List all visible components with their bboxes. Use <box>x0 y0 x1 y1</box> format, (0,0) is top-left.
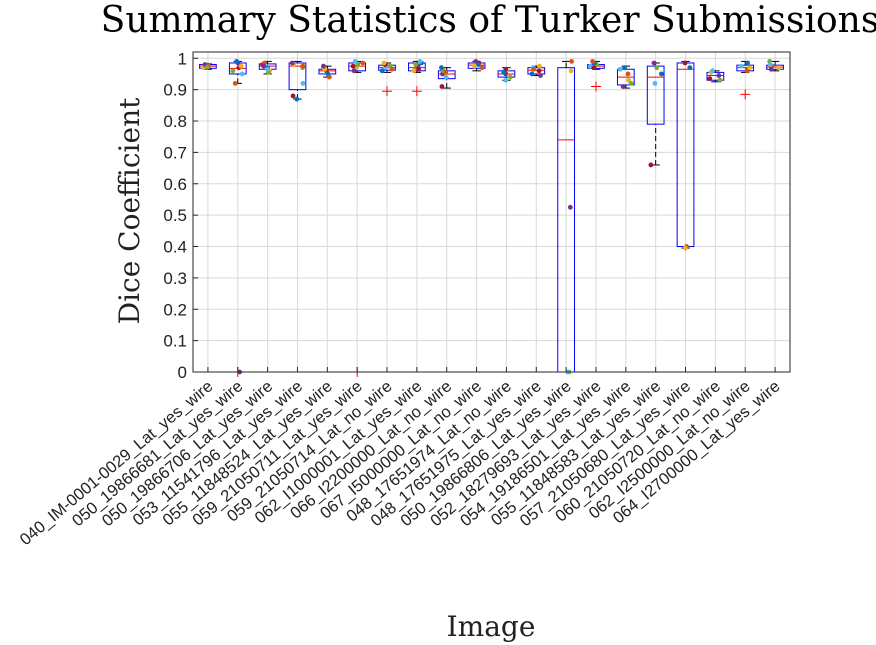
data-point <box>232 80 238 86</box>
data-point <box>352 59 358 64</box>
data-point <box>439 65 444 71</box>
data-point <box>622 65 627 71</box>
y-tick-label: 0.4 <box>163 238 187 257</box>
data-point <box>747 65 752 71</box>
data-point <box>745 60 750 66</box>
data-point <box>651 60 657 66</box>
data-point <box>379 68 385 74</box>
y-tick-label: 0.6 <box>163 175 187 194</box>
y-axis-title: Dice Coefficient <box>113 97 146 324</box>
data-point <box>503 77 509 83</box>
data-point <box>350 63 356 69</box>
data-point <box>472 63 477 69</box>
grid-lines <box>193 52 790 373</box>
y-tick-label: 0.5 <box>163 206 187 225</box>
data-point <box>265 66 270 72</box>
data-points <box>201 59 782 375</box>
data-point <box>716 73 722 78</box>
data-point <box>768 66 774 72</box>
y-tick-label: 0.9 <box>163 81 187 100</box>
data-point <box>411 68 417 74</box>
data-point <box>326 74 332 80</box>
data-point <box>687 65 693 71</box>
data-point <box>479 65 485 71</box>
boxes <box>199 60 784 377</box>
plot-area-frame <box>192 51 791 373</box>
data-point <box>417 59 423 64</box>
data-point <box>717 77 723 83</box>
y-tick-label: 0 <box>178 363 187 382</box>
data-point <box>529 71 535 77</box>
data-point <box>659 71 664 77</box>
data-point <box>360 60 366 66</box>
data-point <box>767 62 773 67</box>
y-tick-label: 0.8 <box>163 112 187 131</box>
y-tick-label: 1 <box>178 49 187 68</box>
data-point <box>531 66 536 72</box>
data-point <box>439 84 445 89</box>
chart-title: Summary Statistics of Turker Submissions <box>101 0 876 41</box>
y-tick-label: 0.7 <box>163 143 187 162</box>
data-point <box>568 68 574 74</box>
data-point <box>300 80 306 86</box>
box-iqr <box>288 62 307 91</box>
y-tick-label: 0.1 <box>163 332 187 351</box>
data-point <box>617 66 623 72</box>
data-point <box>234 59 240 64</box>
data-point <box>625 71 631 77</box>
data-point <box>654 65 660 71</box>
data-point <box>381 60 387 66</box>
x-axis-ticks: 040_IM-0001-0029_Lat_yes_wire050_1986668… <box>17 367 784 549</box>
data-point <box>239 71 245 77</box>
data-point <box>443 69 449 75</box>
data-point <box>538 73 543 78</box>
box-iqr <box>706 71 725 81</box>
data-point <box>648 162 654 168</box>
data-point <box>204 64 210 70</box>
data-point <box>389 66 395 72</box>
data-point <box>776 65 782 71</box>
x-axis-title: Image <box>447 610 536 643</box>
data-point <box>507 74 513 80</box>
data-point <box>238 63 244 69</box>
data-point <box>591 65 597 71</box>
data-point <box>351 68 357 74</box>
y-axis-ticks: 0 0.1 0.2 0.3 0.4 0.5 0.6 0.7 0.8 0.9 1 <box>163 49 198 382</box>
box-iqr <box>527 67 546 75</box>
data-point <box>536 63 542 69</box>
data-point <box>567 204 573 210</box>
data-point <box>569 59 575 64</box>
data-point <box>652 80 658 86</box>
data-point <box>628 80 634 86</box>
data-point <box>413 62 419 67</box>
data-point <box>321 63 326 69</box>
data-point <box>300 63 306 69</box>
data-point <box>682 245 688 251</box>
y-tick-label: 0.2 <box>163 300 187 319</box>
data-point <box>682 60 688 66</box>
data-point <box>707 76 713 82</box>
data-point <box>620 84 626 89</box>
data-point <box>443 74 449 80</box>
data-point <box>261 63 267 69</box>
data-point <box>230 68 236 74</box>
data-point <box>501 69 507 75</box>
data-point <box>536 68 542 74</box>
data-point <box>416 66 422 72</box>
data-point <box>473 59 479 64</box>
data-point <box>289 60 295 66</box>
data-point <box>290 93 296 99</box>
data-point <box>590 59 596 64</box>
data-point <box>294 96 300 102</box>
data-point <box>738 63 744 69</box>
y-tick-label: 0.3 <box>163 269 187 288</box>
data-point <box>710 68 716 74</box>
